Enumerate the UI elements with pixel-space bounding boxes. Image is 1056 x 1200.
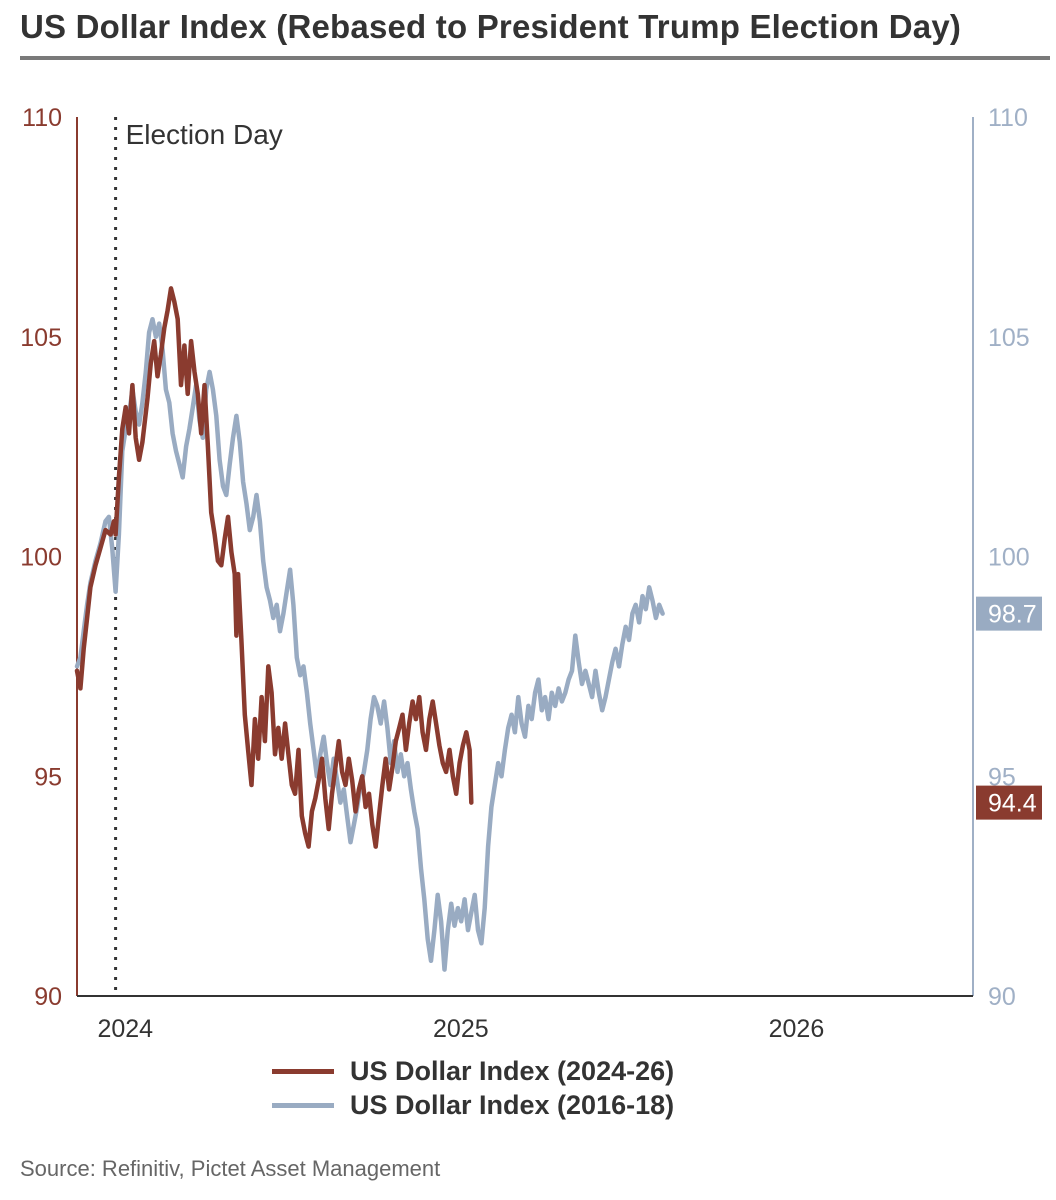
left-y-tick-label: 90 — [34, 983, 62, 1011]
legend-label-2024-26: US Dollar Index (2024-26) — [350, 1055, 675, 1086]
source-note: Source: Refinitiv, Pictet Asset Manageme… — [20, 1156, 441, 1181]
left-y-tick-label: 105 — [20, 324, 62, 352]
right-y-tick-label: 100 — [988, 544, 1030, 572]
series-layer — [74, 286, 665, 972]
x-tick-label: 2024 — [97, 1015, 153, 1043]
right-y-tick-label: 110 — [988, 104, 1028, 132]
title-divider — [20, 56, 1050, 60]
legend-item-2016-18: US Dollar Index (2016-18) — [272, 1088, 674, 1122]
election-day-label: Election Day — [126, 119, 283, 150]
legend-swatch-2016-18 — [272, 1102, 334, 1108]
chart-title: US Dollar Index (Rebased to President Tr… — [20, 8, 962, 45]
legend-item-2024-26: US Dollar Index (2024-26) — [272, 1054, 674, 1088]
end-value-label-2024-26: 94.4 — [988, 790, 1037, 818]
legend-label-2016-18: US Dollar Index (2016-18) — [350, 1089, 675, 1120]
series-line-2024-26 — [74, 286, 474, 849]
end-value-box-2016-18 — [976, 596, 1042, 631]
right-y-tick-label: 90 — [988, 983, 1016, 1011]
left-y-tick-label: 95 — [34, 763, 62, 791]
legend: US Dollar Index (2024-26) US Dollar Inde… — [272, 1054, 674, 1122]
end-value-label-2016-18: 98.7 — [988, 601, 1037, 629]
x-tick-label: 2026 — [769, 1015, 825, 1043]
x-tick-label: 2025 — [433, 1015, 489, 1043]
axes-layer — [76, 117, 974, 997]
legend-swatch-2024-26 — [272, 1068, 334, 1074]
left-y-tick-label: 110 — [22, 104, 62, 132]
series-line-2016-18 — [74, 316, 665, 972]
end-value-box-2024-26 — [976, 785, 1042, 820]
left-y-tick-label: 100 — [20, 544, 62, 572]
right-y-tick-label: 105 — [988, 324, 1030, 352]
